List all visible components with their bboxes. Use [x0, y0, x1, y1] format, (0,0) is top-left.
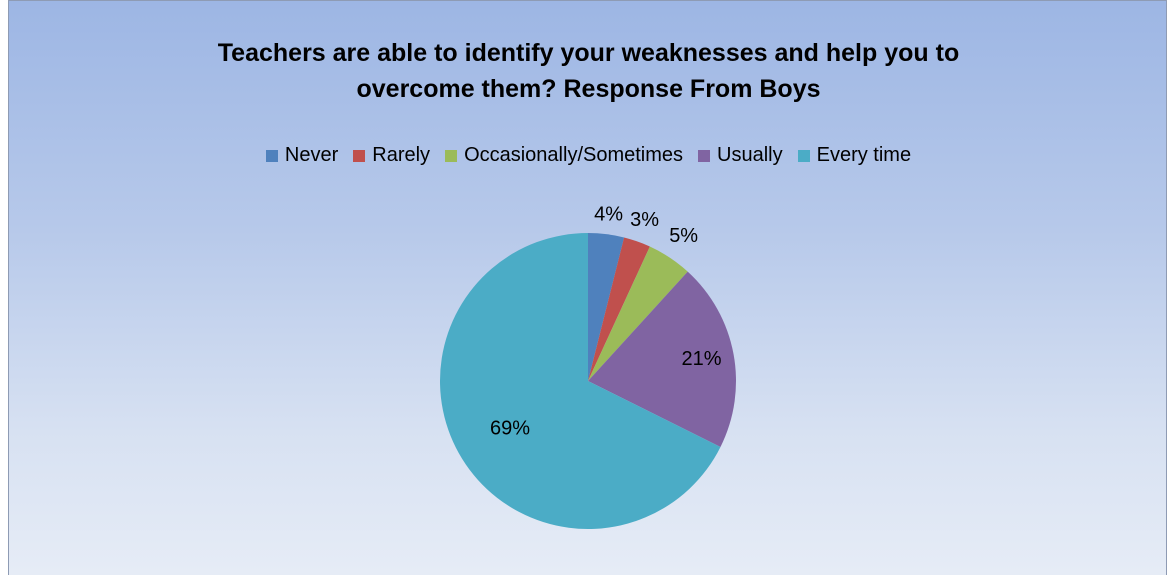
data-label-rarely: 3% [630, 209, 659, 231]
chart-title: Teachers are able to identify your weakn… [217, 39, 960, 103]
data-label-occasionally: 5% [669, 225, 698, 247]
data-label-every-time: 69% [490, 418, 530, 440]
legend-label-every-time: Every time [816, 144, 912, 166]
legend-label-rarely: Rarely [372, 144, 431, 166]
legend-label-occasionally: Occasionally/Sometimes [464, 144, 684, 166]
legend-item-every-time: Every time [797, 144, 912, 167]
pie-slice-never [588, 233, 625, 381]
pie-slice-usually [588, 271, 736, 447]
legend-item-occasionally: Occasionally/Sometimes [445, 144, 683, 167]
legend-swatch-never [265, 149, 278, 162]
pie-slice-occasionally [588, 246, 688, 381]
pie-chart: 4% 3% 5% 21% 69% [440, 203, 736, 530]
legend-label-usually: Usually [717, 144, 783, 166]
legend-swatch-every-time [797, 149, 810, 162]
data-label-never: 4% [594, 203, 623, 225]
legend-swatch-occasionally [445, 149, 458, 162]
chart-area: Teachers are able to identify your weakn… [8, 0, 1167, 575]
pie-slice-rarely [588, 237, 650, 381]
data-label-usually: 21% [681, 348, 721, 370]
legend-item-rarely: Rarely [353, 144, 430, 167]
legend-item-never: Never [265, 144, 339, 167]
legend-item-usually: Usually [698, 144, 783, 167]
legend: Never Rarely Occasionally/Sometimes Usua… [9, 144, 1167, 167]
legend-label-never: Never [284, 144, 339, 166]
legend-swatch-rarely [353, 149, 366, 162]
legend-swatch-usually [698, 149, 711, 162]
pie-slice-every-time [440, 233, 721, 530]
